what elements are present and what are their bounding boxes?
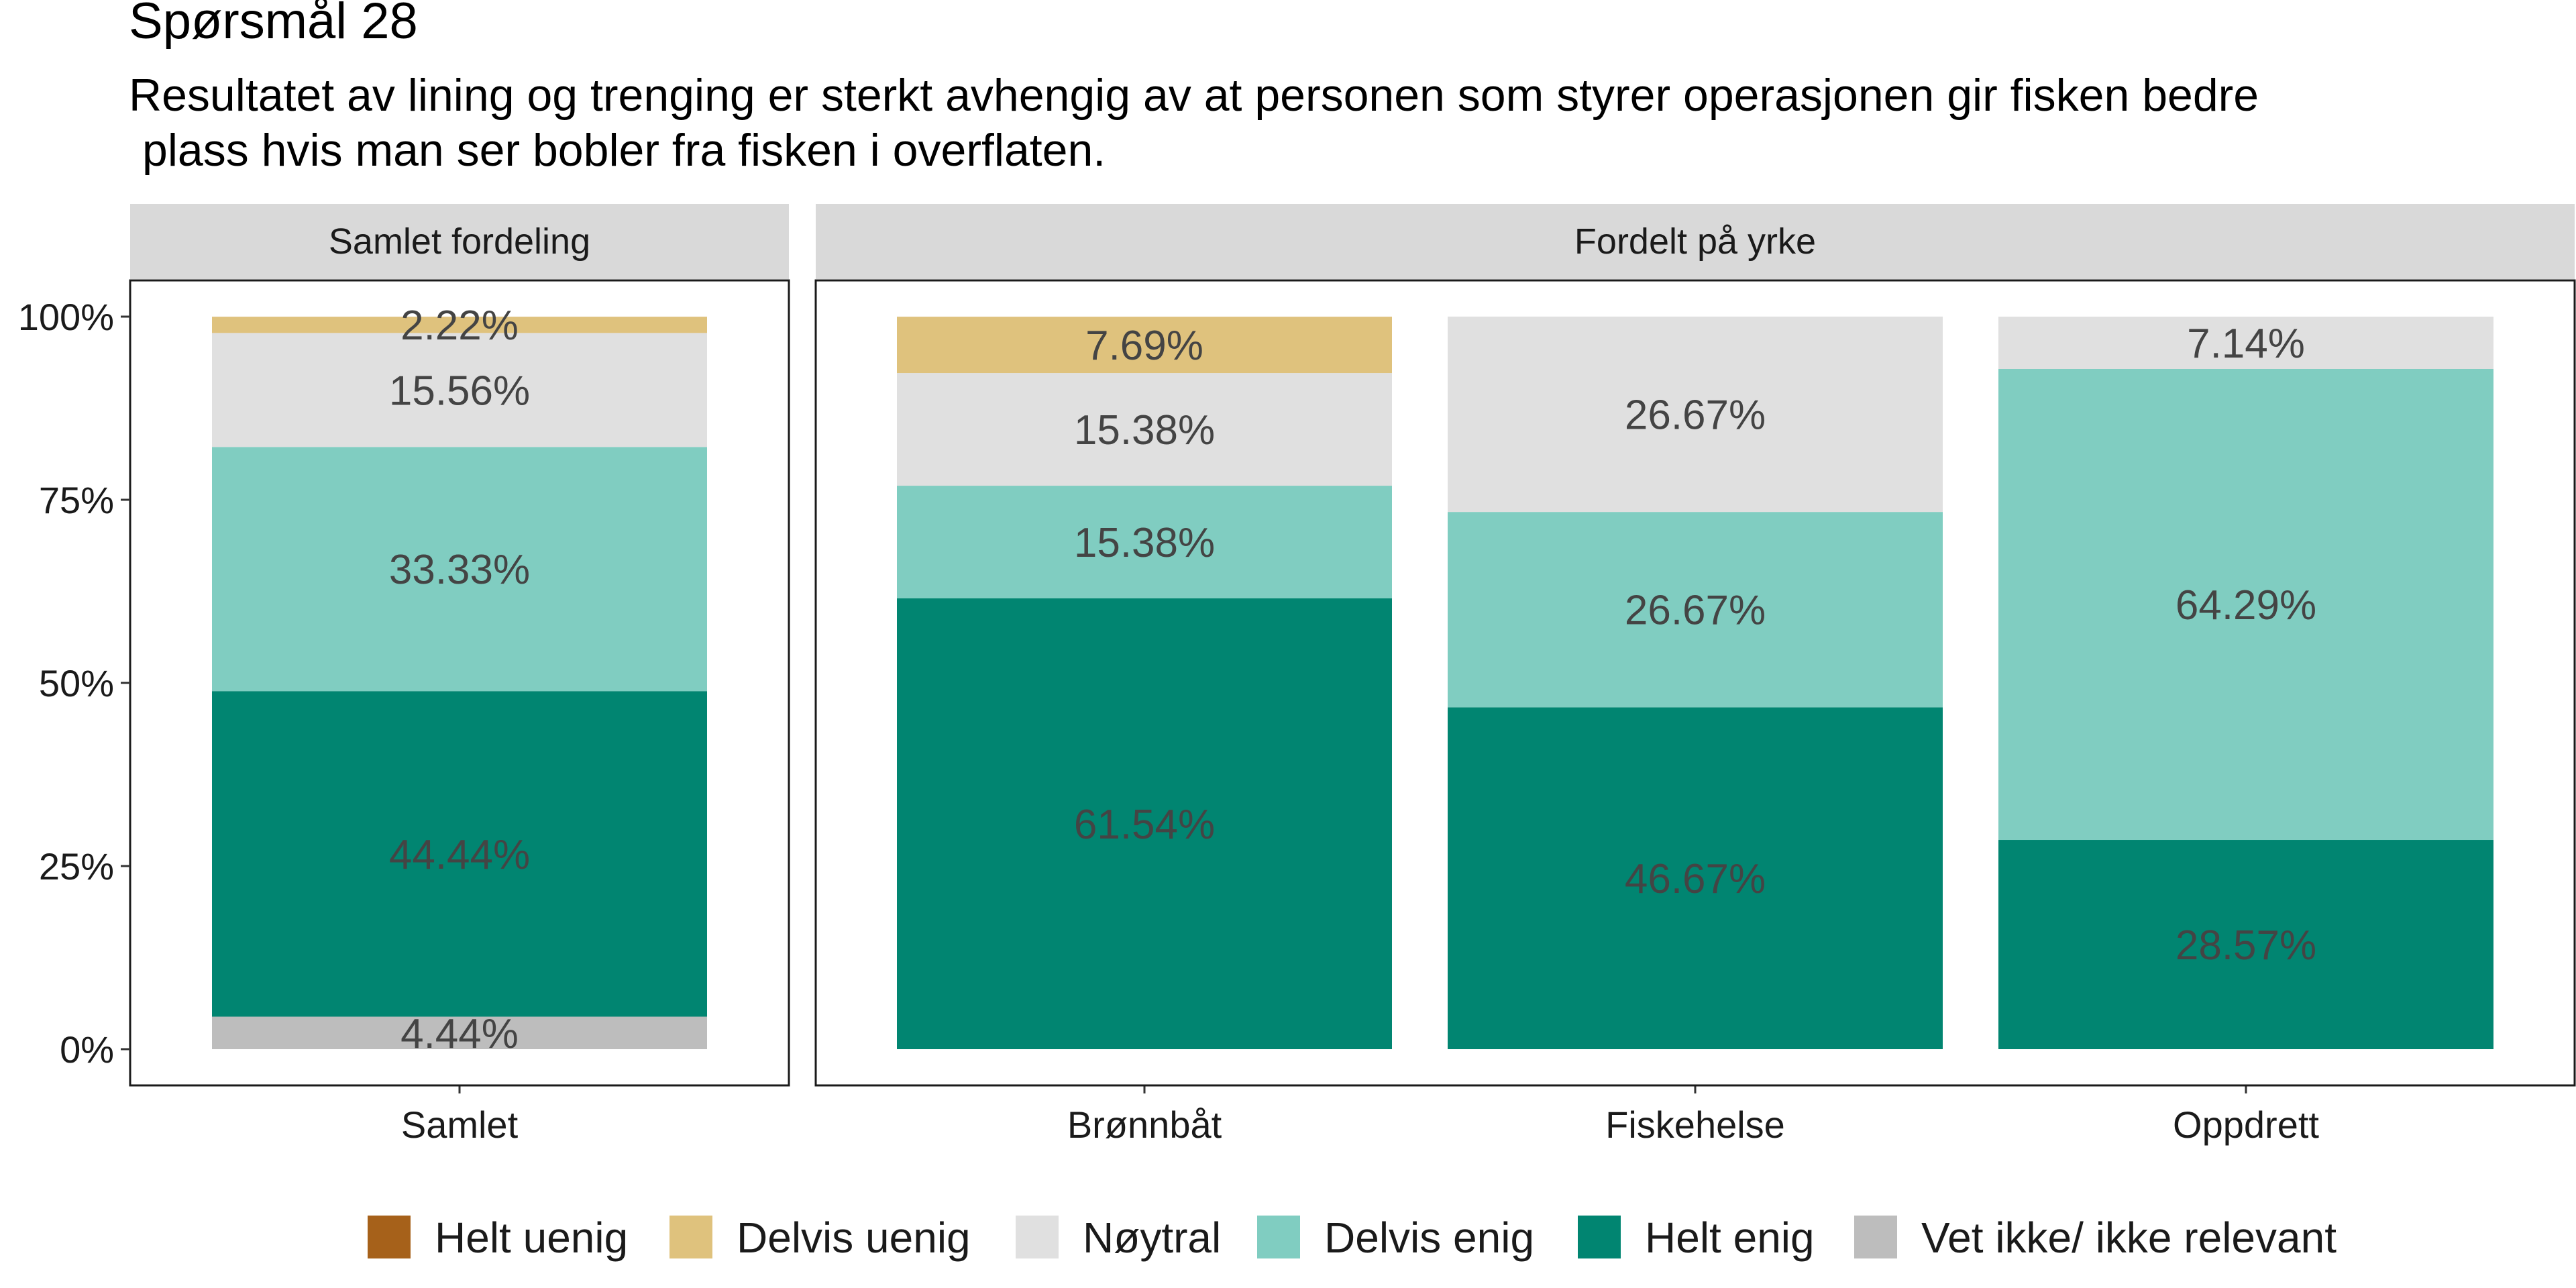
legend-label-delvis-enig: Delvis enig bbox=[1324, 1214, 1534, 1262]
bar-segment-bronnbat-delvis-enig bbox=[897, 486, 1392, 598]
data-label-oppdrett-noytral: 7.14% bbox=[2187, 321, 2305, 367]
data-label-oppdrett-helt-enig: 28.57% bbox=[2176, 922, 2316, 969]
facet-strip-label-fordelt-pa-yrke: Fordelt på yrke bbox=[1574, 221, 1816, 262]
data-label-fiskehelse-delvis-enig: 26.67% bbox=[1625, 588, 1766, 634]
facet-strip-samlet-fordeling bbox=[130, 204, 789, 279]
data-label-samlet-vet-ikke-ikke-relevant: 4.44% bbox=[400, 1011, 519, 1057]
legend-key-helt-uenig bbox=[368, 1216, 411, 1258]
chart-subtitle-line-1: Resultatet av lining og trenging er ster… bbox=[129, 70, 2259, 121]
x-tick-label-bronnbat: Brønnbåt bbox=[1067, 1104, 1222, 1146]
y-tick-label-0: 0% bbox=[60, 1028, 114, 1071]
y-tick-label-25: 25% bbox=[39, 845, 114, 888]
bar-segment-bronnbat-noytral bbox=[897, 373, 1392, 486]
facet-strip-label-samlet-fordeling: Samlet fordeling bbox=[329, 221, 590, 262]
data-label-oppdrett-delvis-enig: 64.29% bbox=[2176, 582, 2316, 629]
legend-key-helt-enig bbox=[1578, 1216, 1621, 1258]
y-tick-label-75: 75% bbox=[39, 479, 114, 521]
data-label-samlet-helt-enig: 44.44% bbox=[389, 832, 530, 878]
legend-label-noytral: Nøytral bbox=[1083, 1214, 1221, 1262]
data-label-samlet-noytral: 15.56% bbox=[389, 368, 530, 414]
panel-border-fordelt-pa-yrke bbox=[814, 279, 2576, 1087]
legend-label-helt-enig: Helt enig bbox=[1645, 1214, 1815, 1262]
facet-strip-fordelt-pa-yrke bbox=[816, 204, 2575, 279]
bar-segment-fiskehelse-noytral bbox=[1448, 316, 1943, 513]
legend-key-vet-ikke-ikke-relevant bbox=[1854, 1216, 1897, 1258]
legend-key-noytral bbox=[1016, 1216, 1059, 1258]
data-label-fiskehelse-noytral: 26.67% bbox=[1625, 392, 1766, 439]
data-label-bronnbat-delvis-uenig: 7.69% bbox=[1085, 323, 1203, 369]
data-label-bronnbat-delvis-enig: 15.38% bbox=[1074, 520, 1215, 566]
x-tick-label-samlet: Samlet bbox=[401, 1104, 519, 1146]
y-tick-label-50: 50% bbox=[39, 662, 114, 704]
bar-segment-fiskehelse-helt-enig bbox=[1448, 707, 1943, 1049]
chart-subtitle-line-2: plass hvis man ser bobler fra fisken i o… bbox=[142, 125, 1106, 176]
x-tick-label-fiskehelse: Fiskehelse bbox=[1605, 1104, 1785, 1146]
bar-segment-samlet-delvis-uenig bbox=[212, 317, 707, 333]
bar-segment-fiskehelse-delvis-enig bbox=[1448, 512, 1943, 708]
data-label-samlet-delvis-enig: 33.33% bbox=[389, 547, 530, 593]
bar-segment-bronnbat-helt-enig bbox=[897, 598, 1392, 1049]
x-tick-label-oppdrett: Oppdrett bbox=[2173, 1104, 2319, 1146]
legend-key-delvis-uenig bbox=[669, 1216, 712, 1258]
chart-title: Spørsmål 28 bbox=[129, 0, 418, 50]
legend-label-vet-ikke-ikke-relevant: Vet ikke/ ikke relevant bbox=[1921, 1214, 2337, 1262]
bar-segment-bronnbat-delvis-uenig bbox=[897, 317, 1392, 374]
bar-segment-oppdrett-helt-enig bbox=[1998, 840, 2493, 1049]
legend-key-delvis-enig bbox=[1257, 1216, 1300, 1258]
data-label-fiskehelse-helt-enig: 46.67% bbox=[1625, 856, 1766, 902]
bar-segment-samlet-delvis-enig bbox=[212, 447, 707, 692]
legend-label-delvis-uenig: Delvis uenig bbox=[737, 1214, 971, 1262]
data-label-bronnbat-noytral: 15.38% bbox=[1074, 407, 1215, 453]
data-label-bronnbat-helt-enig: 61.54% bbox=[1074, 802, 1215, 848]
legend-label-helt-uenig: Helt uenig bbox=[435, 1214, 628, 1262]
y-tick-label-100: 100% bbox=[18, 296, 114, 338]
bar-segment-samlet-noytral bbox=[212, 333, 707, 447]
bar-segment-samlet-vet-ikke-ikke-relevant bbox=[212, 1016, 707, 1049]
bar-segment-oppdrett-noytral bbox=[1998, 317, 2493, 369]
data-label-samlet-delvis-uenig: 2.22% bbox=[400, 303, 519, 349]
bar-segment-samlet-helt-enig bbox=[212, 691, 707, 1017]
bar-segment-oppdrett-delvis-enig bbox=[1998, 368, 2493, 841]
